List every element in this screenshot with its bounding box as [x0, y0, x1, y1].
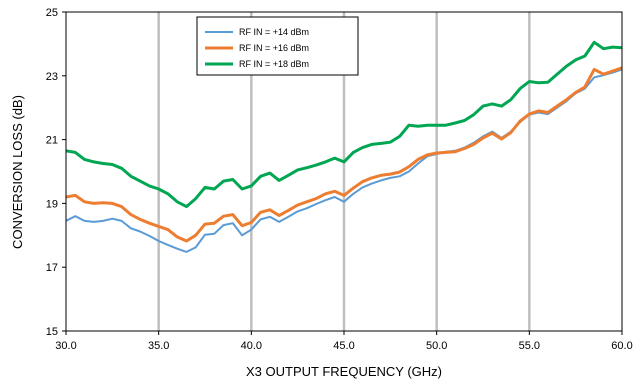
x-tick-label: 55.0: [519, 340, 540, 352]
y-tick-label: 25: [46, 7, 58, 19]
series-line-3: [65, 40, 623, 209]
x-tick-label: 45.0: [333, 340, 354, 352]
y-axis-ticks: 15 17 19 21 23 25: [46, 7, 66, 338]
x-tick-label: 60.0: [611, 340, 632, 352]
series-line-2: [65, 66, 623, 243]
y-axis-label: CONVERSION LOSS (dB): [10, 95, 25, 249]
x-tick-label: 40.0: [241, 340, 262, 352]
legend-entry-label: RF IN = +14 dBm: [239, 27, 309, 37]
y-tick-label: 17: [46, 262, 58, 274]
x-axis-ticks: 30.0 35.0 40.0 45.0 50.0 55.0 60.0: [55, 331, 633, 352]
y-tick-label: 19: [46, 198, 58, 210]
series-lines: [65, 40, 623, 253]
x-tick-label: 50.0: [426, 340, 447, 352]
x-tick-label: 35.0: [148, 340, 169, 352]
legend: RF IN = +14 dBm RF IN = +16 dBm RF IN = +1…: [196, 16, 359, 76]
y-tick-label: 15: [46, 326, 58, 338]
legend-entry-label: RF IN = +18 dBm: [239, 59, 309, 69]
y-tick-label: 23: [46, 71, 58, 83]
x-tick-label: 30.0: [55, 340, 76, 352]
x-axis-label: X3 OUTPUT FREQUENCY (GHz): [246, 364, 442, 379]
legend-entry-label: RF IN = +16 dBm: [239, 43, 309, 53]
y-tick-label: 21: [46, 135, 58, 147]
